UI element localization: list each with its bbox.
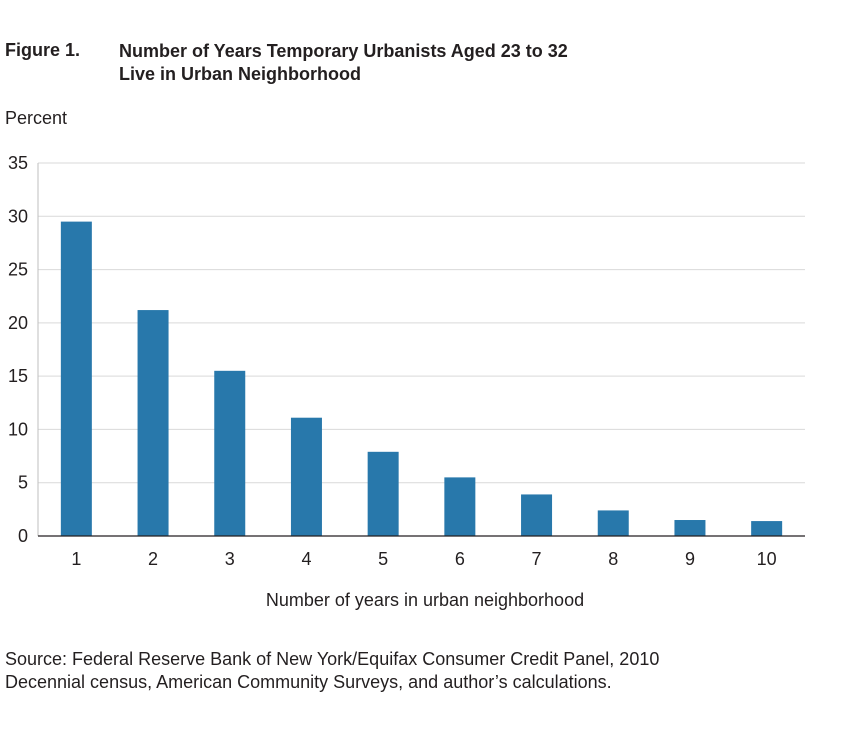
- y-tick-label: 25: [8, 260, 28, 280]
- x-tick-label: 4: [301, 549, 311, 569]
- bar: [137, 310, 169, 536]
- source-line-1: Source: Federal Reserve Bank of New York…: [5, 649, 660, 669]
- y-tick-label: 35: [8, 153, 28, 173]
- bar: [60, 221, 92, 536]
- y-axis-label: Percent: [5, 108, 68, 128]
- bar: [214, 370, 246, 536]
- bar: [674, 520, 706, 536]
- x-tick-label: 6: [455, 549, 465, 569]
- bar: [521, 494, 553, 536]
- figure-header: Figure 1. Number of Years Temporary Urba…: [5, 40, 679, 86]
- chart-title-line-2: Live in Urban Neighborhood: [119, 64, 361, 84]
- x-tick-label: 10: [757, 549, 777, 569]
- chart-title: Number of Years Temporary Urbanists Aged…: [119, 40, 679, 86]
- y-tick-label: 15: [8, 366, 28, 386]
- x-tick-label: 9: [685, 549, 695, 569]
- source-note: Source: Federal Reserve Bank of New York…: [5, 648, 835, 694]
- y-tick-label: 5: [18, 473, 28, 493]
- y-tick-label: 30: [8, 206, 28, 226]
- x-tick-label: 5: [378, 549, 388, 569]
- bar: [597, 510, 629, 536]
- y-tick-label: 0: [18, 526, 28, 546]
- bar: [290, 417, 322, 536]
- bar: [367, 451, 399, 536]
- figure-label: Figure 1.: [5, 40, 81, 60]
- y-tick-label: 20: [8, 313, 28, 333]
- x-tick-label: 1: [71, 549, 81, 569]
- x-tick-label: 8: [608, 549, 618, 569]
- x-axis-label-text: Number of years in urban neighborhood: [265, 590, 585, 610]
- x-axis-label: Number of years in urban neighborhood: [0, 590, 850, 611]
- source-line-2: Decennial census, American Community Sur…: [5, 672, 612, 692]
- y-tick-label: 10: [8, 419, 28, 439]
- bar-chart: 0 5 10 15 20 25 30 35 1 2 3 4 5 6 7 8 9 10: [8, 153, 805, 569]
- chart-title-line-1: Number of Years Temporary Urbanists Aged…: [119, 41, 568, 61]
- x-tick-label: 7: [532, 549, 542, 569]
- x-tick-label: 2: [148, 549, 158, 569]
- bar: [444, 477, 476, 536]
- bar: [751, 521, 783, 536]
- x-tick-label: 3: [225, 549, 235, 569]
